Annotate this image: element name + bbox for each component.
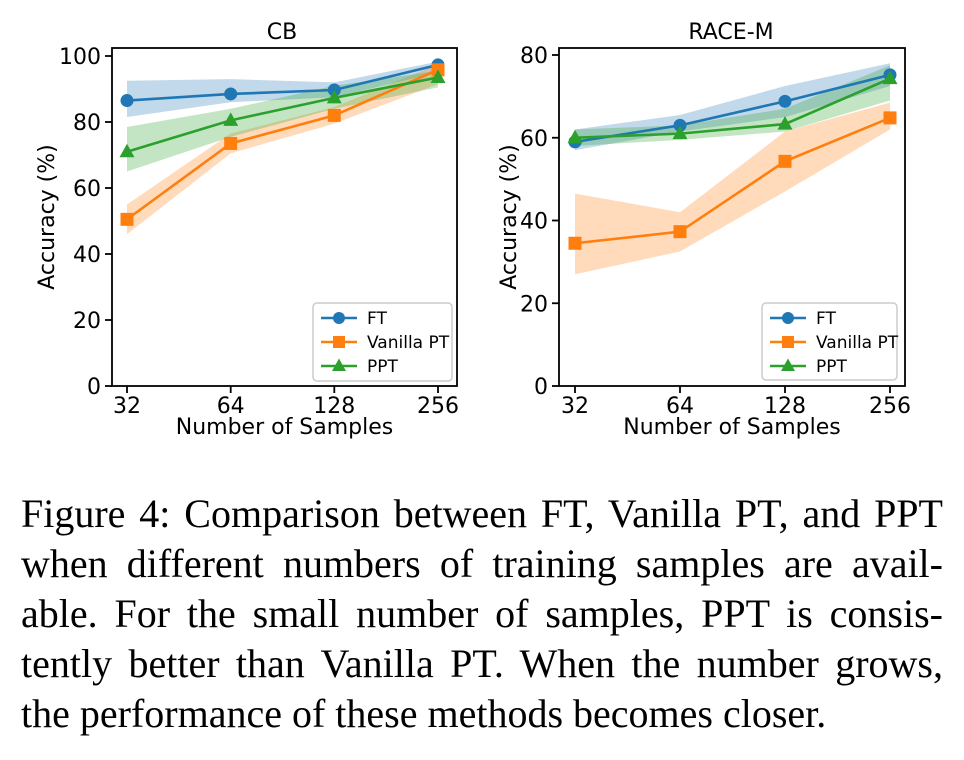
charts-row: 0 20 40 60 80 100 32 64 128 256 CB Number of Sample… <box>35 20 911 440</box>
legend-label-vanilla-pt: Vanilla PT <box>367 333 450 353</box>
legend-label-vanilla-pt: Vanilla PT <box>816 333 899 353</box>
line-ft <box>126 63 439 102</box>
caption-line-2: when different numbers of training sampl… <box>21 541 943 586</box>
marker-ft <box>120 94 134 108</box>
y-tick-label: 20 <box>520 292 548 317</box>
axes-frame <box>111 47 458 387</box>
band-vanilla-pt <box>575 102 890 275</box>
x-axis: 32 64 128 256 <box>113 386 459 419</box>
band-ft <box>127 61 438 118</box>
axes-frame <box>558 47 906 387</box>
chart-title: RACE-M <box>688 20 773 45</box>
caption-line-3: able. For the small number of samples, P… <box>21 591 943 636</box>
y-tick-label: 0 <box>534 375 548 400</box>
x-tick-label: 64 <box>217 394 245 419</box>
x-tick-label: 256 <box>417 394 459 419</box>
x-tick-label: 128 <box>313 394 355 419</box>
x-axis-label: Number of Samples <box>176 415 394 440</box>
legend-marker-vanilla-pt <box>782 336 794 348</box>
race-m-chart: 0 20 40 60 80 32 64 128 256 RACE-M Number of Sampl… <box>497 20 911 440</box>
series-vanilla-pt <box>120 63 445 226</box>
x-tick-label: 256 <box>869 394 911 419</box>
x-axis-label: Number of Samples <box>623 415 841 440</box>
marker-vanilla-pt <box>568 236 582 250</box>
figure-caption: Figure 4: Comparison between FT, Vanilla… <box>21 489 943 739</box>
line-ft <box>574 73 891 144</box>
legend-marker-ppt <box>332 358 346 371</box>
marker-vanilla-pt <box>224 136 238 150</box>
y-tick-label: 40 <box>73 243 101 268</box>
y-tick-label: 100 <box>59 45 101 70</box>
legend-marker-ppt <box>781 358 795 371</box>
line-vanilla-pt <box>126 68 439 221</box>
y-axis-label: Accuracy (%) <box>35 144 60 290</box>
marker-vanilla-pt <box>778 154 792 168</box>
band-ppt <box>127 70 438 172</box>
marker-ppt <box>326 89 342 104</box>
y-axis: 0 20 40 60 80 <box>520 44 559 400</box>
legend-label-ppt: PPT <box>367 357 399 377</box>
marker-ppt <box>223 112 239 126</box>
marker-ppt <box>119 143 135 158</box>
marker-ppt <box>777 116 793 130</box>
legend-marker-vanilla-pt <box>333 336 345 348</box>
marker-ppt <box>430 69 446 83</box>
legend-label-ft: FT <box>816 309 836 329</box>
x-tick-label: 32 <box>113 394 141 419</box>
series-ppt <box>567 70 898 144</box>
caption-line-4: tently better than Vanilla PT. When the … <box>21 641 943 686</box>
y-tick-label: 60 <box>73 177 101 202</box>
y-tick-label: 60 <box>520 127 548 152</box>
x-tick-label: 64 <box>666 394 694 419</box>
legend: FT Vanilla PT PPT <box>312 302 453 382</box>
series-ppt <box>119 69 446 158</box>
marker-ppt <box>882 70 898 85</box>
y-axis: 0 20 40 60 80 100 <box>59 45 112 400</box>
line-vanilla-pt <box>574 116 891 245</box>
marker-ft <box>224 87 238 101</box>
y-tick-label: 20 <box>73 309 101 334</box>
marker-vanilla-pt <box>327 108 341 122</box>
marker-vanilla-pt <box>120 212 134 226</box>
y-tick-label: 0 <box>87 375 101 400</box>
marker-ppt <box>567 129 583 144</box>
line-ppt <box>126 76 439 153</box>
chart-title: CB <box>267 20 297 45</box>
y-tick-label: 40 <box>520 210 548 235</box>
x-tick-label: 128 <box>764 394 806 419</box>
marker-vanilla-pt <box>673 225 687 239</box>
legend-marker-ft <box>333 312 345 324</box>
y-axis-label: Accuracy (%) <box>497 144 522 290</box>
legend-box <box>761 302 898 381</box>
series-vanilla-pt <box>568 111 897 250</box>
caption-line-5: the performance of these methods becomes… <box>21 691 827 736</box>
legend-marker-ft <box>782 312 794 324</box>
legend-label-ppt: PPT <box>816 357 848 377</box>
legend-box <box>312 302 453 382</box>
legend-label-ft: FT <box>367 309 387 329</box>
legend: FT Vanilla PT PPT <box>761 302 899 381</box>
marker-ft <box>673 118 687 132</box>
y-tick-label: 80 <box>73 111 101 136</box>
marker-ppt <box>672 125 688 140</box>
cb-chart: 0 20 40 60 80 100 32 64 128 256 CB Number of Sample… <box>35 20 459 440</box>
caption-line-1: Figure 4: Comparison between FT, Vanilla… <box>21 491 943 536</box>
y-tick-label: 80 <box>520 44 548 69</box>
x-tick-label: 32 <box>561 394 589 419</box>
marker-ft <box>778 94 792 108</box>
band-vanilla-pt <box>127 64 438 235</box>
series-ft <box>568 68 897 149</box>
marker-vanilla-pt <box>883 111 897 125</box>
x-axis: 32 64 128 256 <box>561 386 911 419</box>
line-ppt <box>574 77 891 140</box>
